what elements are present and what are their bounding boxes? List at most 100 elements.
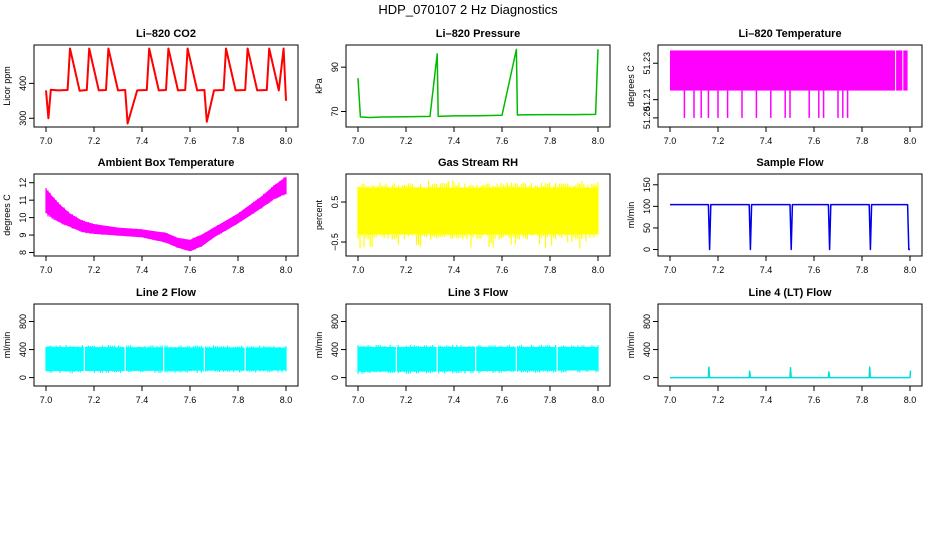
x-tick-label: 8.0 [592,136,605,146]
x-tick-label: 7.8 [232,265,245,275]
x-tick-label: 7.6 [496,395,509,405]
panel-title: Line 4 (LT) Flow [749,287,832,299]
x-tick-label: 7.8 [544,265,557,275]
y-axis-label: ml/min [314,332,324,359]
panel-3: Li–820 Temperature 7.0 7.2 7.4 7.6 7.8 8.0 51.2… [626,28,923,146]
x-tick-label: 8.0 [592,395,605,405]
x-tick-label: 7.4 [448,136,461,146]
x-tick-label: 7.6 [496,136,509,146]
y-axis-label: percent [314,199,324,230]
panel-title: Li–820 CO2 [136,28,196,40]
plot-area [357,48,599,119]
y-tick-label: 100 [642,199,652,214]
y-tick-label: 300 [18,111,28,126]
x-tick-label: 7.2 [712,136,725,146]
plot-frame [33,173,299,257]
plot-area [45,176,287,252]
x-tick-label: 7.0 [664,395,677,405]
panel-1: Li–820 CO2 7.0 7.2 7.4 7.6 7.8 8.0 300 400 Licor … [2,28,299,146]
panel-grid: Li–820 CO2 7.0 7.2 7.4 7.6 7.8 8.0 300 400 Licor … [2,28,923,405]
x-tick-label: 7.2 [712,265,725,275]
x-tick-label: 7.2 [712,395,725,405]
y-tick-label: 10 [18,213,28,223]
x-tick-label: 8.0 [280,136,293,146]
data-band [670,50,908,91]
panel-title: Line 3 Flow [448,287,508,299]
x-tick-label: 7.2 [88,395,101,405]
y-axis-label: degrees C [626,65,636,107]
x-tick-label: 7.6 [808,136,821,146]
plot-area [357,180,599,249]
plot-frame [345,303,611,387]
x-tick-label: 7.4 [448,265,461,275]
x-tick-label: 7.2 [400,265,413,275]
x-tick-label: 8.0 [904,265,917,275]
x-tick-label: 8.0 [904,395,917,405]
x-tick-label: 7.4 [136,136,149,146]
y-axis-label: Licor ppm [2,66,12,106]
x-tick-label: 7.8 [856,136,869,146]
plot-frame [345,173,611,257]
y-tick-label: 90 [330,62,340,72]
plot-frame [657,44,923,128]
x-tick-label: 7.4 [760,136,773,146]
x-tick-label: 7.0 [352,395,365,405]
x-tick-label: 7.4 [136,265,149,275]
x-tick-label: 7.0 [352,136,365,146]
x-tick-label: 8.0 [280,265,293,275]
x-tick-label: 7.0 [40,395,53,405]
panel-title: Gas Stream RH [438,157,518,169]
plot-frame [33,303,299,387]
panel-5: Gas Stream RH 7.0 7.2 7.4 7.6 7.8 8.0 −0.5 0.5 pe… [314,157,611,275]
data-series [670,366,912,379]
y-tick-label: 400 [18,342,28,357]
y-tick-label: 0.5 [330,196,340,209]
x-tick-label: 7.2 [400,136,413,146]
x-tick-label: 7.2 [88,265,101,275]
y-tick-label: 400 [18,76,28,91]
data-series [357,48,599,119]
x-tick-label: 7.4 [760,395,773,405]
x-tick-label: 7.6 [808,265,821,275]
x-tick-label: 7.0 [664,136,677,146]
plot-frame [657,173,923,257]
x-tick-label: 7.0 [352,265,365,275]
panel-6: Sample Flow 7.0 7.2 7.4 7.6 7.8 8.0 0 50 100 150 ml… [626,157,923,275]
y-tick-label: 12 [18,178,28,188]
x-tick-label: 7.0 [40,136,53,146]
x-tick-label: 7.6 [496,265,509,275]
panel-title: Li–820 Pressure [436,28,520,40]
panel-title: Line 2 Flow [136,287,196,299]
plot-area [45,47,287,125]
y-axis-label: ml/min [626,332,636,359]
x-tick-label: 7.0 [40,265,53,275]
x-tick-label: 7.8 [544,395,557,405]
panel-7: Line 2 Flow 7.0 7.2 7.4 7.6 7.8 8.0 0 400 800 ml/m… [2,287,299,405]
y-tick-label: 800 [330,314,340,329]
y-axis-label: ml/min [2,332,12,359]
x-tick-label: 7.4 [136,395,149,405]
x-tick-label: 7.8 [232,136,245,146]
y-tick-label: 9 [18,233,28,238]
y-tick-label: 51.21 [642,88,652,111]
plot-area [670,366,912,379]
y-axis-label: degrees C [2,194,12,236]
x-tick-label: 7.4 [448,395,461,405]
x-tick-label: 7.2 [88,136,101,146]
data-series [45,47,287,125]
plot-area [670,203,910,251]
y-tick-label: 400 [330,342,340,357]
y-tick-label: 51.23 [642,52,652,75]
y-tick-label: −0.5 [330,233,340,251]
y-tick-label: 0 [642,375,652,380]
x-tick-label: 7.6 [184,395,197,405]
x-tick-label: 7.6 [184,136,197,146]
panel-title: Li–820 Temperature [738,28,841,40]
y-axis-label: kPa [314,78,324,94]
panel-4: Ambient Box Temperature 7.0 7.2 7.4 7.6 7.8 8.… [2,157,299,275]
panel-title: Ambient Box Temperature [98,157,235,169]
x-tick-label: 7.6 [808,395,821,405]
panel-9: Line 4 (LT) Flow 7.0 7.2 7.4 7.6 7.8 8.0 0 400 80… [626,287,923,405]
plot-frame [33,44,299,128]
